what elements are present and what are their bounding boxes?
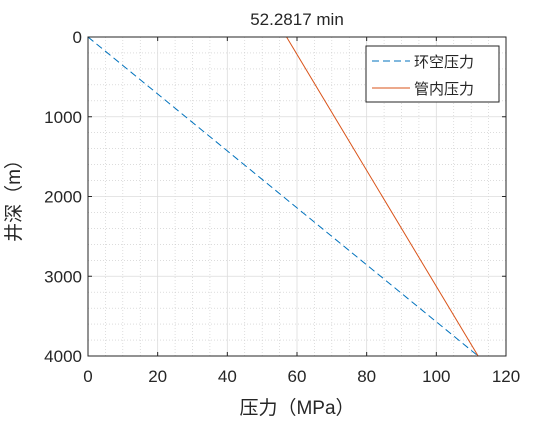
x-tick-label: 40 <box>218 367 237 386</box>
legend-box <box>365 45 500 103</box>
y-tick-label: 3000 <box>44 267 82 286</box>
chart-title: 52.2817 min <box>250 10 344 29</box>
x-tick-label: 0 <box>83 367 92 386</box>
legend-label-annulus-pressure: 环空压力 <box>414 53 474 71</box>
annulus-pressure-line <box>87 36 479 357</box>
axis-ticks <box>87 36 507 357</box>
legend-label-tubing-pressure: 管内压力 <box>414 80 474 98</box>
y-tick-label: 0 <box>73 28 82 47</box>
y-tick-label: 1000 <box>44 108 82 127</box>
tubing-pressure-line <box>286 36 479 357</box>
legend: 环空压力 管内压力 <box>365 45 500 103</box>
tick-labels: 0 20 40 60 80 100 120 0 1000 2000 3000 4000 <box>44 28 520 386</box>
x-axis-label: 压力（MPa） <box>239 397 354 419</box>
x-tick-label: 120 <box>492 367 520 386</box>
x-tick-label: 80 <box>357 367 376 386</box>
series-layer <box>87 36 479 357</box>
y-axis-label: 井深（m） <box>3 150 25 242</box>
y-tick-label: 4000 <box>44 347 82 366</box>
x-tick-label: 20 <box>148 367 167 386</box>
x-tick-label: 100 <box>422 367 450 386</box>
y-tick-label: 2000 <box>44 188 82 207</box>
x-tick-label: 60 <box>288 367 307 386</box>
